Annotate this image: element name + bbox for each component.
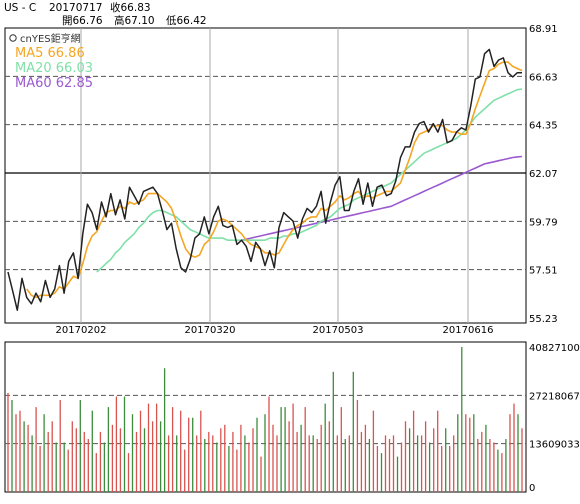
price-y-axis: 68.91 66.63 64.35 62.07 59.79 57.51 55.23 (529, 24, 558, 325)
volume-y-axis: 40827100 27218067 13609033 0 (529, 343, 580, 494)
high-label: 高67.10 (114, 14, 155, 27)
price-y-tick-label: 66.63 (529, 72, 558, 83)
brand-label: cnYES鉅亨網 (20, 32, 81, 45)
volume-y-tick-label: 0 (529, 483, 535, 494)
price-x-tick-label: 20170503 (313, 325, 364, 336)
price-x-tick-label: 20170616 (443, 325, 494, 336)
low-label: 低66.42 (166, 14, 207, 27)
price-y-tick-label: 55.23 (529, 314, 558, 325)
price-y-tick-label: 62.07 (529, 169, 558, 180)
date-label: 20170717 (49, 2, 102, 14)
price-series-group (7, 48, 523, 311)
price-y-tick-label: 57.51 (529, 266, 558, 277)
brand-icon (9, 34, 17, 42)
series-line-price (7, 48, 522, 311)
volume-y-tick-label: 13609033 (529, 440, 580, 451)
price-x-tick-label: 20170320 (185, 325, 236, 336)
open-label: 開66.76 (62, 15, 103, 27)
series-line-ma60 (241, 155, 523, 241)
volume-y-tick-label: 27218067 (529, 391, 580, 402)
price-y-tick-label: 68.91 (529, 24, 558, 35)
legend-ma20: MA20 66.03 (15, 61, 93, 76)
price-panel-frame (4, 27, 527, 324)
legend: cnYES鉅亨網 MA5 66.86 MA20 66.03 MA60 62.85 (9, 32, 93, 91)
price-y-tick-label: 59.79 (529, 217, 558, 228)
legend-ma5: MA5 66.86 (15, 46, 85, 61)
price-grid (5, 28, 526, 323)
close-label: 收66.83 (110, 1, 151, 14)
legend-ma60: MA60 62.85 (15, 76, 93, 91)
series-line-ma5 (26, 61, 523, 299)
price-x-axis: 20170202 20170320 20170503 20170616 (56, 325, 494, 336)
volume-bars-group (7, 347, 523, 492)
price-x-tick-label: 20170202 (56, 325, 107, 336)
series-line-ma20 (96, 88, 523, 273)
price-y-tick-label: 64.35 (529, 121, 558, 132)
symbol-label: US - C (4, 2, 36, 14)
volume-y-tick-label: 40827100 (529, 343, 580, 354)
